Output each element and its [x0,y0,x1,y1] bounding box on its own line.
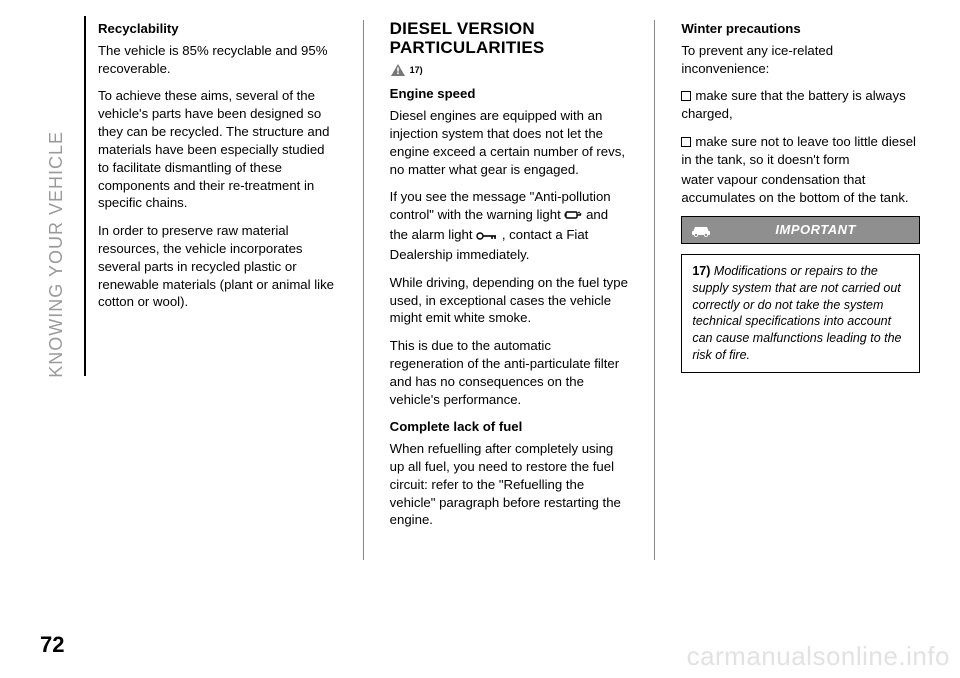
column-divider [654,20,655,560]
checkbox-icon [681,91,691,101]
column-2: DIESEL VERSION PARTICULARITIES 17) Engin… [390,20,629,560]
warning-ref-row: 17) [390,63,629,77]
column-3: Winter precautions To prevent any ice-re… [681,20,920,560]
note-text: Modifications or repairs to the supply s… [692,264,901,362]
col3-checklist-item: make sure that the battery is always cha… [681,87,920,123]
col2-para: When refuelling after completely using u… [390,440,629,529]
section-tab-rule [84,16,86,376]
col2-para: If you see the message "Anti-pollution c… [390,188,629,263]
important-label: IMPORTANT [720,221,911,239]
col3-para: To prevent any ice-related inconvenience… [681,42,920,78]
footnote-ref: 17) [410,64,423,76]
important-note: 17) Modifications or repairs to the supp… [681,254,920,373]
text-run: make sure not to leave too little diesel… [681,134,916,167]
col3-heading-winter: Winter precautions [681,20,920,38]
exhaust-warning-icon [564,208,582,226]
column-1: Recyclability The vehicle is 85% recycla… [98,20,337,560]
car-icon [690,222,712,238]
section-tab: KNOWING YOUR VEHICLE [44,16,68,378]
column-divider [363,20,364,560]
important-banner-header: IMPORTANT [682,217,919,243]
col2-heading-engine-speed: Engine speed [390,85,629,103]
col2-para: Diesel engines are equipped with an inje… [390,107,629,178]
col2-para: While driving, depending on the fuel typ… [390,274,629,327]
page-number: 72 [40,632,64,658]
watermark: carmanualsonline.info [687,641,950,672]
col1-para: In order to preserve raw material resour… [98,222,337,311]
col3-para: water vapour condensation that accumulat… [681,171,920,207]
col1-para: The vehicle is 85% recyclable and 95% re… [98,42,337,78]
key-icon [476,228,498,246]
checkbox-icon [681,137,691,147]
warning-triangle-icon [390,63,406,77]
col1-para: To achieve these aims, several of the ve… [98,87,337,212]
col1-heading-recyclability: Recyclability [98,20,337,38]
col2-heading-lack-of-fuel: Complete lack of fuel [390,418,629,436]
col3-checklist-item: make sure not to leave too little diesel… [681,133,920,169]
text-run: make sure that the battery is always cha… [681,88,905,121]
content-columns: Recyclability The vehicle is 85% recycla… [98,20,920,560]
note-ref: 17) [692,264,710,278]
manual-page: KNOWING YOUR VEHICLE Recyclability The v… [0,0,960,678]
section-tab-label: KNOWING YOUR VEHICLE [46,131,67,378]
col2-title: DIESEL VERSION PARTICULARITIES [390,20,629,57]
important-banner: IMPORTANT [681,216,920,244]
col2-para: This is due to the automatic regeneratio… [390,337,629,408]
